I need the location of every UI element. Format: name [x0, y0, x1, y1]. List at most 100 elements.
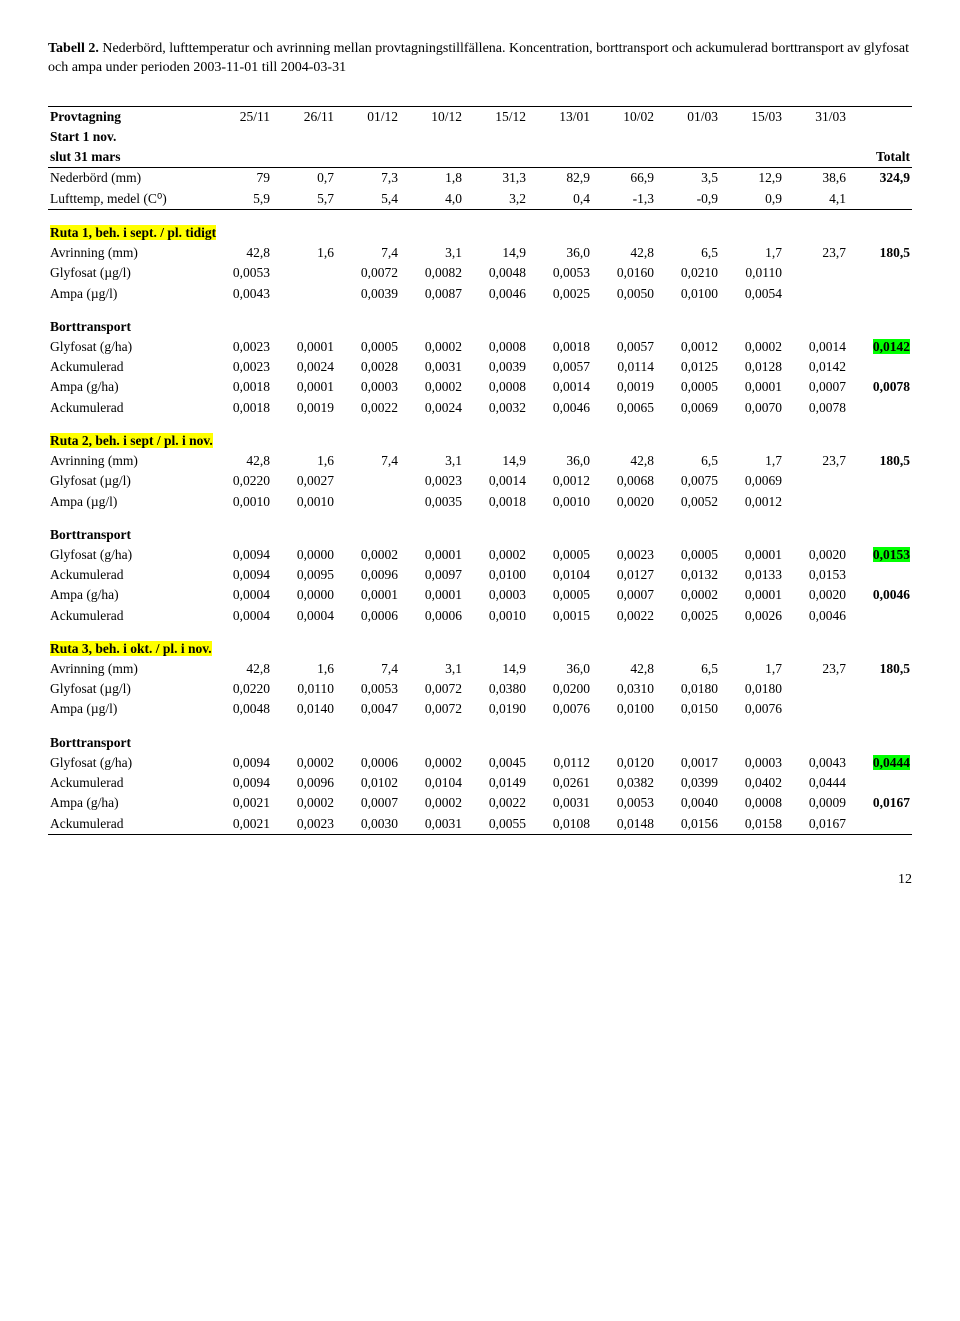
total-cell: 0,0046 [848, 585, 912, 605]
cell: 0,0125 [656, 357, 720, 377]
cell: 0,0158 [720, 814, 784, 835]
cell: 42,8 [592, 659, 656, 679]
cell: 4,0 [400, 189, 464, 210]
total-cell: 180,5 [848, 659, 912, 679]
cell: 0,0220 [208, 679, 272, 699]
row-label: Ampa (µg/l) [48, 492, 208, 512]
cell: 1,6 [272, 451, 336, 471]
cell: 0,0402 [720, 773, 784, 793]
cell: 0,0097 [400, 565, 464, 585]
date-col: 15/12 [464, 106, 528, 127]
borttransport-label: Borttransport [48, 720, 912, 753]
cell: 0,0149 [464, 773, 528, 793]
cell: 0,0180 [720, 679, 784, 699]
total-cell: 0,0142 [873, 339, 910, 354]
date-col: 10/12 [400, 106, 464, 127]
cell: 14,9 [464, 243, 528, 263]
cell: 0,0050 [592, 284, 656, 304]
cell: 3,2 [464, 189, 528, 210]
cell: 0,0094 [208, 773, 272, 793]
cell: 0,0022 [592, 606, 656, 626]
cell: 0,0110 [720, 263, 784, 283]
cell: 0,0003 [336, 377, 400, 397]
cell: 0,0020 [784, 545, 848, 565]
table-row: Ackumulerad 0,00180,00190,00220,00240,00… [48, 398, 912, 418]
cell: 0,4 [528, 189, 592, 210]
cell: 0,0023 [400, 471, 464, 491]
cell [272, 284, 336, 304]
cell: 0,0014 [528, 377, 592, 397]
cell [848, 189, 912, 210]
ruta3-title: Ruta 3, beh. i okt. / pl. i nov. [50, 641, 212, 656]
section-header: Ruta 3, beh. i okt. / pl. i nov. [48, 626, 912, 659]
cell: 0,0007 [592, 585, 656, 605]
cell: 0,0046 [784, 606, 848, 626]
cell: 0,0052 [656, 492, 720, 512]
cell: 0,0444 [784, 773, 848, 793]
table-row: Avrinning (mm) 42,81,67,43,114,936,042,8… [48, 659, 912, 679]
cell: 1,6 [272, 243, 336, 263]
cell: 42,8 [592, 451, 656, 471]
cell: 0,0004 [272, 606, 336, 626]
cell: 0,0020 [592, 492, 656, 512]
cell: 3,1 [400, 659, 464, 679]
cell: 0,0024 [272, 357, 336, 377]
cell: 0,0094 [208, 565, 272, 585]
cell: 0,0070 [720, 398, 784, 418]
cell: 0,0054 [720, 284, 784, 304]
cell: 0,0382 [592, 773, 656, 793]
cell: 0,0019 [592, 377, 656, 397]
total-cell: 180,5 [848, 243, 912, 263]
cell: 36,0 [528, 243, 592, 263]
cell: 0,0065 [592, 398, 656, 418]
cell: 14,9 [464, 659, 528, 679]
cell: 12,9 [720, 168, 784, 189]
cell: 36,0 [528, 659, 592, 679]
cell: 0,0008 [720, 793, 784, 813]
cell: 1,7 [720, 243, 784, 263]
cell: 0,0046 [528, 398, 592, 418]
cell: 0,0032 [464, 398, 528, 418]
cell: 0,0132 [656, 565, 720, 585]
cell: 0,0031 [400, 357, 464, 377]
cell: 0,0001 [272, 337, 336, 357]
total-cell: 0,0444 [873, 755, 910, 770]
cell: 6,5 [656, 243, 720, 263]
cell: 0,0035 [400, 492, 464, 512]
cell: 0,0190 [464, 699, 528, 719]
cell: 0,0261 [528, 773, 592, 793]
totalt-label: Totalt [848, 147, 912, 168]
cell: 0,0001 [720, 545, 784, 565]
cell: 0,0023 [272, 814, 336, 835]
data-table: Provtagning 25/11 26/11 01/12 10/12 15/1… [48, 106, 912, 835]
cell: 0,0001 [400, 545, 464, 565]
table-row: Lufttemp, medel (C⁰) 5,9 5,7 5,4 4,0 3,2… [48, 189, 912, 210]
section-header: Ruta 2, beh. i sept / pl. i nov. [48, 418, 912, 451]
cell [784, 699, 848, 719]
cell: 0,0039 [336, 284, 400, 304]
cell: 23,7 [784, 451, 848, 471]
cell: 6,5 [656, 451, 720, 471]
cell: 0,0007 [336, 793, 400, 813]
cell: 0,0001 [336, 585, 400, 605]
cell: 0,0100 [656, 284, 720, 304]
cell: 0,0053 [592, 793, 656, 813]
cell: -0,9 [656, 189, 720, 210]
cell: 0,0045 [464, 753, 528, 773]
date-col: 10/02 [592, 106, 656, 127]
cell: 0,0069 [720, 471, 784, 491]
cell: 0,0087 [400, 284, 464, 304]
header-row-3: slut 31 mars Totalt [48, 147, 912, 168]
cell: 0,0048 [208, 699, 272, 719]
date-col: 01/03 [656, 106, 720, 127]
cell: 0,0001 [720, 377, 784, 397]
cell: 0,0110 [272, 679, 336, 699]
row-label: Ampa (µg/l) [48, 284, 208, 304]
cell: 0,0220 [208, 471, 272, 491]
cell: 6,5 [656, 659, 720, 679]
start-label: Start 1 nov. [48, 127, 208, 147]
cell: 0,0104 [400, 773, 464, 793]
cell: 0,0047 [336, 699, 400, 719]
cell: 79 [208, 168, 272, 189]
cell: 0,0002 [720, 337, 784, 357]
